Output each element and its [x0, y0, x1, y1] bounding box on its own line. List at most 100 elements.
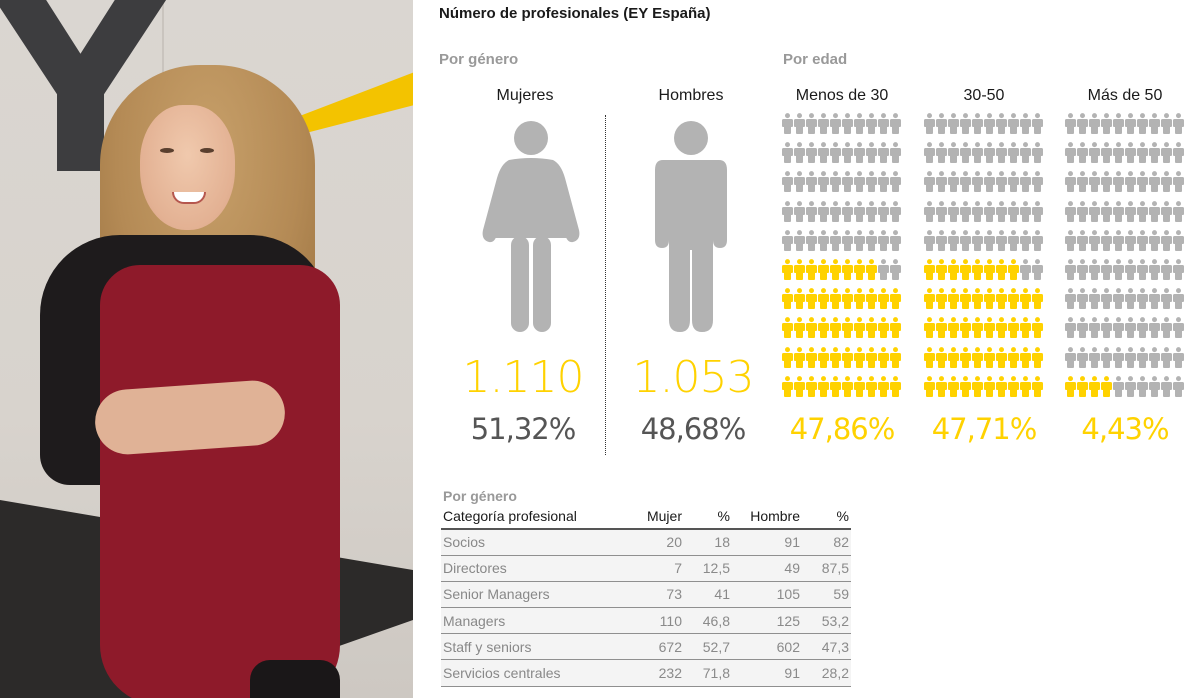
men-count: 1.053: [632, 352, 755, 403]
person-icon: [818, 142, 830, 164]
person-icon: [1020, 113, 1032, 135]
person-icon: [794, 317, 806, 339]
person-icon: [972, 317, 984, 339]
table-row: Directores 7 12,5 49 87,5: [441, 555, 851, 582]
person-icon: [806, 142, 818, 164]
person-icon: [890, 229, 902, 252]
person-icon: [1077, 259, 1089, 281]
cell: 602: [732, 633, 802, 661]
person-icon: [1077, 375, 1089, 398]
person-icon: [972, 375, 984, 398]
cell: 20: [636, 529, 684, 556]
person-icon: [842, 288, 854, 310]
woman-icon: [481, 120, 581, 339]
person-icon: [842, 259, 854, 281]
person-icon: [1101, 259, 1113, 281]
person-icon: [1161, 346, 1173, 369]
person-icon: [960, 317, 972, 339]
person-icon: [996, 317, 1008, 339]
person-icon: [1089, 200, 1101, 223]
person-icon: [878, 229, 890, 252]
cell: 12,5: [684, 555, 732, 582]
person-icon: [830, 375, 842, 398]
person-icon: [830, 200, 842, 223]
eye: [200, 148, 214, 153]
cell: 41: [684, 581, 732, 609]
person-icon: [878, 288, 890, 310]
person-icon: [866, 259, 878, 281]
age-section-label: Por edad: [783, 51, 848, 68]
person-icon: [996, 288, 1008, 310]
person-icon: [1077, 288, 1089, 310]
person-icon: [936, 317, 948, 339]
person-icon: [782, 200, 794, 223]
person-icon: [818, 375, 830, 398]
person-icon: [1032, 375, 1044, 398]
cell: Directores: [441, 555, 636, 582]
person-icon: [1032, 142, 1044, 164]
person-icon: [996, 346, 1008, 369]
cell: 71,8: [684, 659, 732, 687]
person-icon: [1065, 171, 1077, 193]
person-icon: [1137, 229, 1149, 252]
person-icon: [890, 142, 902, 164]
person-icon: [1125, 346, 1137, 369]
person-icon: [1161, 200, 1173, 223]
age-grid-over-50: [1065, 113, 1185, 405]
person-icon: [866, 288, 878, 310]
person-icon: [1149, 113, 1161, 135]
person-icon: [996, 259, 1008, 281]
person-icon: [1137, 200, 1149, 223]
person-icon: [984, 259, 996, 281]
person-icon: [1077, 317, 1089, 339]
person-icon: [1149, 375, 1161, 398]
person-icon: [1020, 317, 1032, 339]
person-icon: [960, 375, 972, 398]
person-icon: [1065, 229, 1077, 252]
cell: 52,7: [684, 633, 732, 661]
person-icon: [854, 229, 866, 252]
person-icon: [936, 142, 948, 164]
person-icon: [854, 200, 866, 223]
person-icon: [1161, 229, 1173, 252]
person-icon: [818, 200, 830, 223]
person-icon: [984, 113, 996, 135]
person-icon: [818, 259, 830, 281]
person-icon: [782, 113, 794, 135]
person-icon: [1149, 346, 1161, 369]
person-icon: [936, 375, 948, 398]
person-icon: [1020, 346, 1032, 369]
person-icon: [936, 229, 948, 252]
person-icon: [1113, 317, 1125, 339]
person-icon: [948, 259, 960, 281]
cell: 53,2: [802, 607, 851, 635]
person-icon: [1149, 288, 1161, 310]
person-icon: [830, 229, 842, 252]
person-icon: [984, 229, 996, 252]
person-icon: [1089, 113, 1101, 135]
person-icon: [818, 288, 830, 310]
person-icon: [984, 142, 996, 164]
person-icon: [878, 171, 890, 193]
person-icon: [1173, 229, 1185, 252]
person-icon: [794, 346, 806, 369]
person-icon: [1020, 375, 1032, 398]
person-icon: [794, 259, 806, 281]
person-icon: [960, 259, 972, 281]
person-icon: [936, 200, 948, 223]
person-icon: [1032, 317, 1044, 339]
person-icon: [806, 288, 818, 310]
person-icon: [1137, 288, 1149, 310]
legs: [250, 660, 340, 698]
column-header: Categoría profesional: [441, 505, 636, 530]
cell: 91: [732, 659, 802, 687]
person-icon: [1101, 171, 1113, 193]
person-icon: [948, 346, 960, 369]
person-icon: [842, 200, 854, 223]
person-icon: [1101, 229, 1113, 252]
person-icon: [1173, 375, 1185, 398]
person-icon: [842, 375, 854, 398]
person-icon: [972, 113, 984, 135]
men-label: Hombres: [658, 87, 724, 104]
gender-section-label: Por género: [439, 51, 519, 68]
